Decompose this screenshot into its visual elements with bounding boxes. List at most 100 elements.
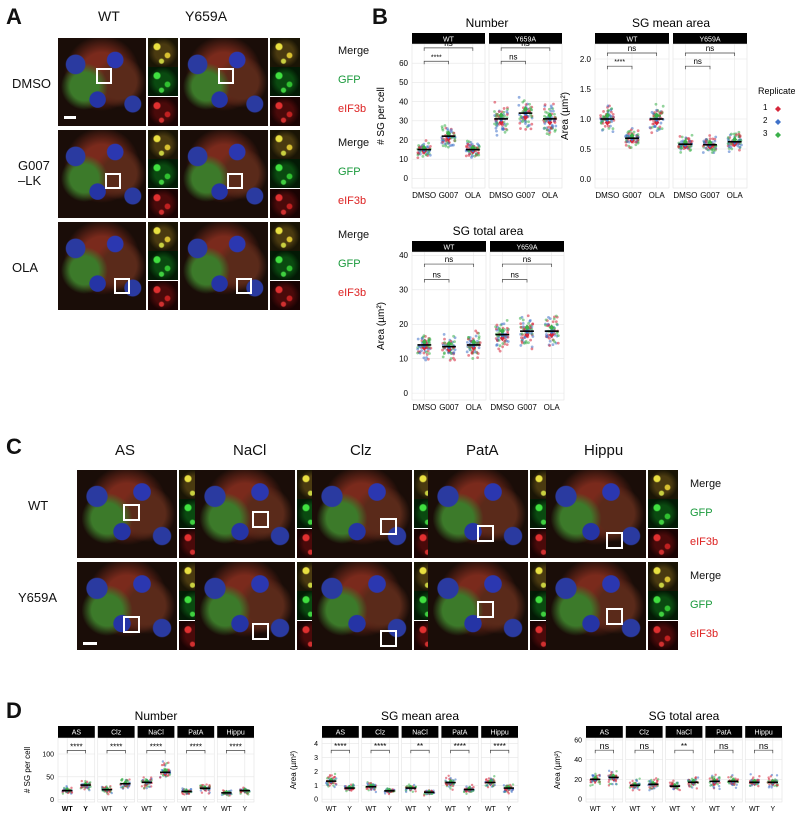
channel-label-gfp: GFP xyxy=(338,74,361,86)
data-point xyxy=(449,776,452,780)
data-point xyxy=(168,773,172,776)
inset-wt-g007-merge xyxy=(148,130,178,159)
x-tick-label: G007 xyxy=(700,191,720,200)
data-point xyxy=(65,785,68,788)
data-point xyxy=(421,335,425,339)
data-point xyxy=(160,768,164,772)
data-point xyxy=(610,110,613,114)
data-point xyxy=(452,779,455,782)
data-point xyxy=(145,786,148,790)
significance-bracket xyxy=(500,60,526,65)
micrograph-hippu-wt xyxy=(546,470,646,558)
data-point xyxy=(552,119,556,122)
data-point xyxy=(649,787,652,790)
data-point xyxy=(716,783,719,786)
data-point xyxy=(603,115,606,119)
data-point xyxy=(163,762,166,765)
data-point xyxy=(547,315,550,319)
data-point xyxy=(527,341,530,345)
data-point xyxy=(729,142,733,146)
data-point xyxy=(473,350,477,354)
facet-label: Y659A xyxy=(515,36,536,43)
data-point xyxy=(521,321,525,325)
data-point xyxy=(529,331,533,335)
significance-label: ns xyxy=(521,39,529,48)
data-point xyxy=(614,782,618,786)
data-point xyxy=(446,145,450,149)
replicate-mean-marker xyxy=(83,781,88,787)
y-tick-label: 30 xyxy=(399,117,408,126)
x-tick-label: Y xyxy=(651,806,656,813)
channel-label-eif: eIF3b xyxy=(690,628,719,640)
significance-label: **** xyxy=(493,742,505,751)
data-point xyxy=(414,790,417,793)
replicate-mean-marker xyxy=(770,778,775,784)
data-point xyxy=(470,783,474,787)
data-point xyxy=(601,121,605,125)
row-label-g007: –LK xyxy=(18,173,42,188)
legend-title: Replicate xyxy=(758,86,795,96)
data-point xyxy=(333,776,336,779)
data-point xyxy=(70,791,74,794)
facet-strip xyxy=(489,33,562,44)
data-point xyxy=(485,778,488,781)
data-point xyxy=(110,791,113,795)
zoom-box xyxy=(236,278,252,294)
data-point xyxy=(495,343,499,346)
row-label-dmso: DMSO xyxy=(12,76,51,91)
facet-label: WT xyxy=(627,36,639,43)
data-point xyxy=(471,357,475,360)
data-point xyxy=(505,113,509,116)
data-point xyxy=(501,342,505,345)
channel-label-gfp: GFP xyxy=(690,599,713,611)
micrograph-y659a-g007 xyxy=(180,130,268,218)
data-point xyxy=(522,328,526,331)
data-point xyxy=(441,144,445,148)
data-point xyxy=(63,787,66,791)
data-point xyxy=(511,783,515,786)
data-point xyxy=(496,113,500,116)
facet-strip xyxy=(586,726,623,738)
data-point xyxy=(465,785,468,788)
data-point xyxy=(383,792,387,795)
data-point xyxy=(108,786,112,789)
inset-wt-dmso-gfp xyxy=(148,67,178,97)
data-point xyxy=(199,789,203,792)
data-point xyxy=(511,788,514,791)
data-point xyxy=(530,122,534,126)
data-point xyxy=(500,322,504,326)
replicate-mean-marker xyxy=(691,778,696,784)
data-point xyxy=(543,103,547,107)
data-point xyxy=(428,352,431,355)
zoom-box xyxy=(380,518,397,535)
facet-strip xyxy=(217,726,254,738)
data-point xyxy=(610,771,613,774)
data-point xyxy=(636,133,640,136)
channel-label-eif: eIF3b xyxy=(338,195,367,207)
micrograph-nacl-y659a xyxy=(195,562,295,650)
channel-label-eif: eIF3b xyxy=(338,287,367,299)
data-point xyxy=(659,121,663,125)
x-tick-label: G007 xyxy=(439,403,459,412)
data-point xyxy=(672,779,675,782)
data-point xyxy=(161,760,165,763)
zoom-box xyxy=(96,68,112,84)
data-point xyxy=(493,110,496,113)
data-point xyxy=(374,790,378,794)
facet-panel xyxy=(321,737,360,803)
data-point xyxy=(498,327,502,331)
significance-bracket xyxy=(450,749,470,754)
x-tick-label: WT xyxy=(366,806,378,813)
y-tick-label: 40 xyxy=(399,251,408,260)
data-point xyxy=(552,102,555,106)
y-tick-label: 3 xyxy=(314,755,318,762)
data-point xyxy=(349,783,353,786)
data-point xyxy=(610,120,614,123)
data-point xyxy=(655,108,658,112)
data-point xyxy=(520,332,524,336)
x-tick-label: WT xyxy=(485,806,497,813)
significance-label: ns xyxy=(523,255,531,264)
data-point xyxy=(440,127,444,130)
facet-label: Y659A xyxy=(516,244,537,251)
data-point xyxy=(181,787,184,790)
